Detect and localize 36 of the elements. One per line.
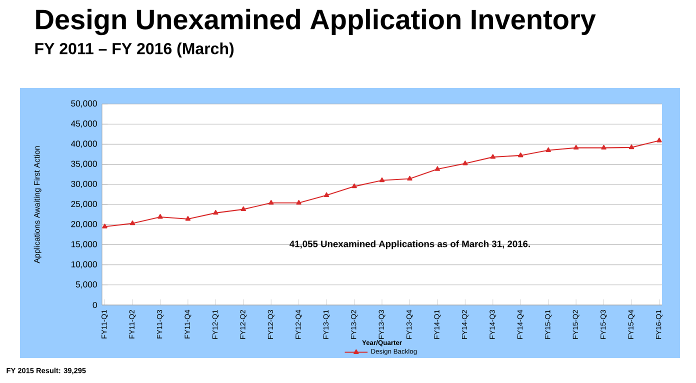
point (462, 160, 468, 166)
point (213, 210, 218, 215)
point (518, 152, 524, 158)
point (268, 200, 274, 205)
y-tick-label: 25,000 (71, 200, 97, 208)
point (434, 166, 440, 171)
point (240, 206, 246, 212)
y-tick-label: 40,000 (70, 140, 97, 148)
point (324, 192, 330, 197)
point (628, 144, 634, 150)
y-tick-label: 35,000 (71, 160, 97, 168)
y-axis-title: Applications Awaiting First Action (34, 146, 42, 264)
annotation: 41,055 Unexamined Applications as of March 31, 2016. (290, 240, 530, 250)
y-tick-label: 45,000 (70, 120, 97, 128)
point (130, 220, 136, 226)
chart-subtitle: FY 2011 – FY 2016 (March) (35, 42, 234, 58)
point (573, 144, 579, 150)
point (296, 200, 302, 205)
y-tick-label: 50,000 (71, 100, 97, 108)
point (407, 176, 412, 181)
y-tick-label: 5,000 (76, 281, 97, 288)
point (490, 154, 496, 159)
chart-title: Design Unexamined Application Inventory (36, 8, 596, 36)
point (102, 224, 108, 228)
point (656, 138, 662, 142)
y-tick-label: 30,000 (71, 180, 97, 188)
point (185, 216, 191, 221)
y-tick-label: 0 (92, 302, 97, 308)
point (601, 144, 606, 150)
point (379, 177, 385, 182)
point (352, 183, 357, 188)
y-tick-label: 20,000 (71, 221, 97, 228)
y-tick-label: 10,000 (71, 261, 97, 268)
point (546, 147, 551, 152)
y-tick-label: 15,000 (71, 241, 97, 248)
point (158, 214, 163, 219)
